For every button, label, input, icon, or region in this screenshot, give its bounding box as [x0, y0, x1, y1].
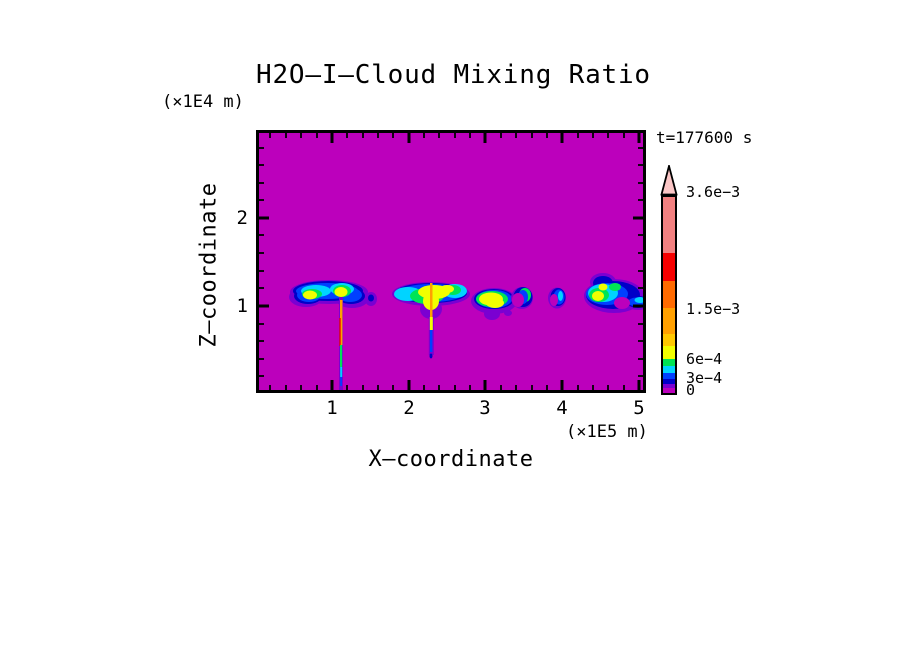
colorbar-overflow-arrow	[660, 165, 678, 196]
chart-title: H2O—I—Cloud Mixing Ratio	[256, 60, 651, 90]
small-wisp-1	[365, 292, 377, 306]
crescent-2	[548, 287, 566, 309]
time-annotation: t=177600 s	[656, 128, 753, 147]
storm-cell-1	[289, 280, 369, 390]
colorbar-band	[663, 384, 675, 388]
storm-cell-2	[392, 282, 470, 359]
x-tick-label-1: 1	[326, 397, 338, 419]
cloud-field	[259, 133, 643, 390]
y-tick-label-2: 2	[236, 207, 248, 229]
y-axis-title: Z—coordinate	[196, 182, 222, 348]
colorbar-band	[663, 281, 675, 308]
x-tick-label-5: 5	[633, 397, 645, 419]
x-tick-label-4: 4	[556, 397, 568, 419]
storm-cell-5	[584, 273, 643, 313]
colorbar-band	[663, 379, 675, 384]
axis-ticks	[259, 133, 643, 390]
colorbar-label-3e-4: 3e−4	[686, 369, 723, 387]
colorbar-label-zero: 0	[686, 381, 696, 399]
colorbar-band	[663, 253, 675, 281]
x-tick-label-2: 2	[403, 397, 415, 419]
colorbar	[661, 195, 677, 395]
y-tick-label-1: 1	[236, 295, 248, 317]
colorbar-band	[663, 197, 675, 253]
colorbar-label-max: 3.6e−3	[686, 183, 741, 201]
crescent-1	[511, 287, 533, 309]
plot-area	[256, 130, 646, 393]
colorbar-band	[663, 334, 675, 346]
x-axis-unit-label: (×1E5 m)	[566, 422, 648, 442]
colorbar-band	[663, 359, 675, 366]
colorbar-band	[663, 373, 675, 379]
colorbar-label-mid: 1.5e−3	[686, 300, 741, 318]
colorbar-band	[663, 308, 675, 334]
storm-cell-3	[471, 288, 517, 320]
colorbar-label-6e-4: 6e−4	[686, 350, 723, 368]
x-tick-label-3: 3	[479, 397, 491, 419]
colorbar-band	[663, 388, 675, 393]
y-axis-unit-label: (×1E4 m)	[162, 92, 244, 112]
colorbar-band	[663, 346, 675, 359]
x-axis-title: X—coordinate	[368, 447, 534, 472]
colorbar-band	[663, 366, 675, 373]
